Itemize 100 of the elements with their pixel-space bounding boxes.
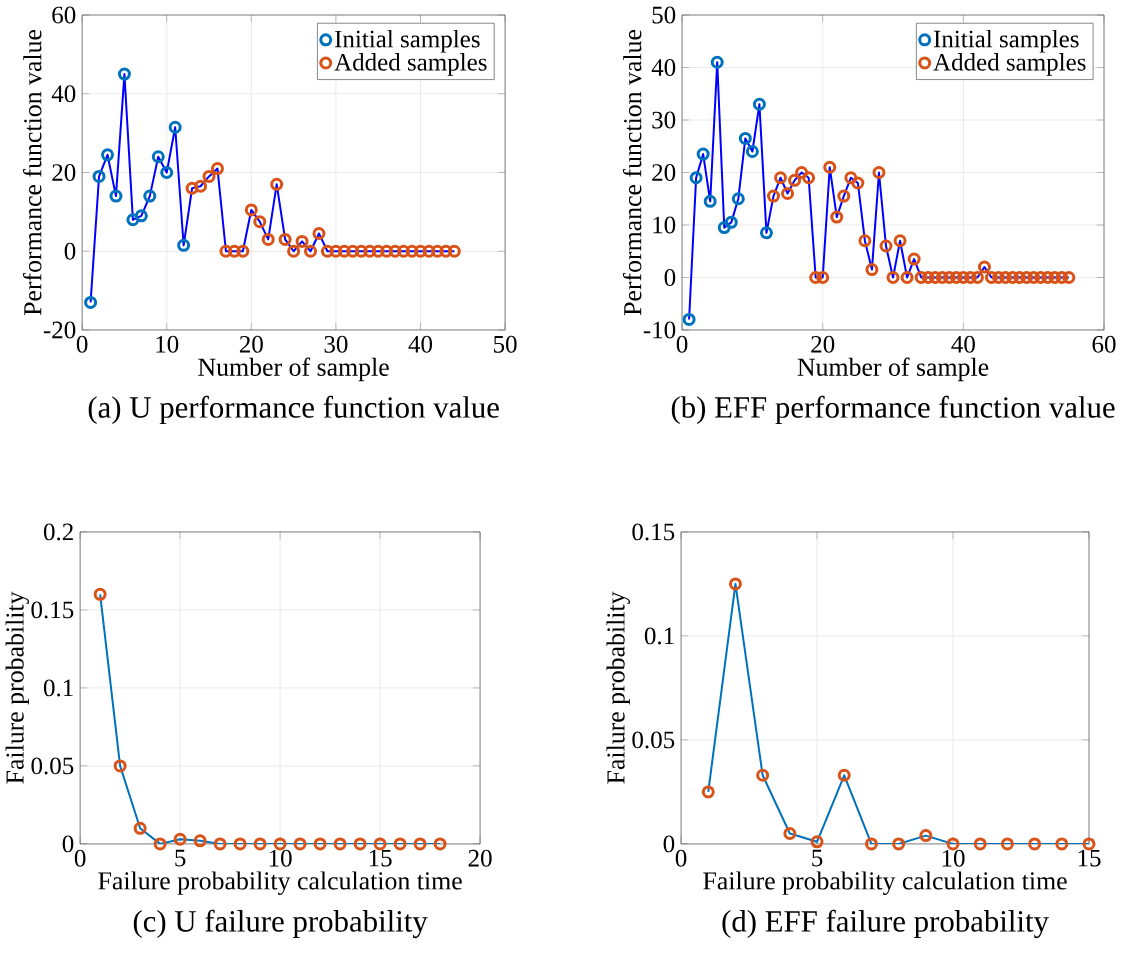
x-axis-title: Number of sample	[198, 357, 389, 382]
point	[329, 244, 343, 258]
x-tick-label: 10	[942, 849, 965, 867]
point	[837, 768, 851, 782]
point	[422, 244, 436, 258]
point	[133, 821, 147, 835]
point	[363, 244, 377, 258]
point	[380, 244, 394, 258]
point	[393, 837, 407, 851]
y-tick-label: 40	[651, 59, 676, 76]
point	[270, 177, 284, 191]
point	[717, 221, 731, 235]
point	[781, 187, 795, 201]
point	[956, 271, 970, 285]
point	[935, 271, 949, 285]
point	[293, 837, 307, 851]
point	[886, 271, 900, 285]
point	[93, 587, 107, 601]
y-tick-label: 20	[652, 164, 676, 181]
point	[756, 768, 770, 782]
point	[745, 145, 759, 159]
point	[1020, 271, 1034, 285]
point	[134, 209, 148, 223]
point	[919, 829, 933, 843]
point	[295, 234, 309, 248]
point	[696, 147, 710, 161]
y-tick-label: 60	[52, 6, 76, 24]
point	[353, 837, 367, 851]
point	[1055, 837, 1069, 851]
x-axis-title: Number of sample	[797, 357, 989, 382]
y-axis-title: Failure probability	[5, 591, 30, 784]
x-tick-label: 30	[324, 335, 348, 353]
point	[928, 271, 942, 285]
point	[287, 244, 301, 258]
point	[354, 244, 368, 258]
y-tick-label: 0	[62, 835, 74, 853]
point	[233, 837, 247, 851]
point	[970, 271, 984, 285]
x-tick-label: 5	[175, 849, 186, 867]
point	[261, 232, 275, 246]
point	[689, 171, 703, 185]
y-tick-label: 0	[64, 242, 76, 260]
point	[173, 832, 187, 846]
point	[823, 160, 837, 174]
point	[907, 252, 921, 266]
point	[844, 171, 858, 185]
y-tick-label: -10	[643, 321, 676, 339]
point	[371, 244, 385, 258]
point	[893, 234, 907, 248]
point	[1000, 837, 1014, 851]
point	[433, 837, 447, 851]
point	[160, 166, 174, 180]
y-tick-label: 0.1	[644, 627, 674, 645]
point	[788, 173, 802, 187]
point	[766, 189, 780, 203]
point	[851, 176, 865, 190]
x-tick-label: 15	[369, 849, 392, 867]
point	[413, 837, 427, 851]
text: (b) EFF performance function value	[671, 395, 1115, 425]
point	[126, 213, 140, 227]
y-axis-title: Performance function value	[23, 29, 42, 316]
point	[84, 295, 98, 309]
y-tick-label: 50	[652, 6, 676, 24]
point	[278, 232, 292, 246]
point	[752, 97, 766, 111]
y-tick-label: 0.05	[632, 731, 675, 749]
point	[202, 169, 216, 183]
point	[333, 837, 347, 851]
point	[802, 171, 816, 185]
point	[337, 244, 351, 258]
x-tick-label: 40	[408, 335, 433, 353]
point	[213, 837, 227, 851]
x-tick-label: 15	[1078, 849, 1101, 867]
point	[864, 837, 878, 851]
point	[373, 837, 387, 851]
x-tick-label: 20	[239, 335, 263, 353]
x-tick-label: 50	[494, 335, 517, 353]
x-axis-title: Failure probability calculation time	[703, 871, 1067, 895]
y-tick-label: 0.2	[43, 523, 73, 541]
point	[977, 260, 991, 274]
point	[783, 827, 797, 841]
point	[346, 244, 360, 258]
point	[1034, 271, 1048, 285]
point	[1013, 271, 1027, 285]
point	[413, 244, 427, 258]
point	[185, 181, 199, 195]
point	[1027, 271, 1041, 285]
point	[236, 244, 250, 258]
point	[942, 271, 956, 285]
point	[921, 271, 935, 285]
y-tick-label: 20	[52, 164, 76, 181]
legend-label: Added samples	[933, 53, 1086, 76]
point	[1006, 271, 1020, 285]
text: (c) U failure probability	[133, 909, 428, 939]
x-tick-label: 0	[676, 335, 688, 353]
y-tick-label: 0	[663, 835, 675, 853]
point	[710, 55, 724, 69]
point	[117, 67, 131, 81]
point	[193, 834, 207, 848]
point	[151, 150, 165, 164]
